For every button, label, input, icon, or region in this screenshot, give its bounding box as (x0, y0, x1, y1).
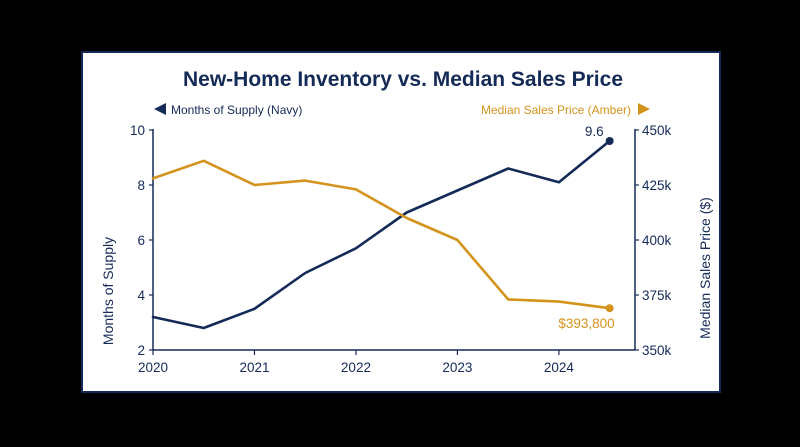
supply-end-point (605, 137, 614, 145)
y-tick-label: 2 (137, 343, 145, 358)
supply-series-line (151, 139, 611, 330)
x-tick-label: 2022 (341, 360, 371, 375)
y2-tick-label: 400k (642, 233, 672, 248)
left-arrow-icon (154, 103, 166, 115)
y-axis-title: Months of Supply (100, 237, 116, 345)
chart-svg: New-Home Inventory vs. Median Sales Pric… (100, 68, 713, 375)
y-tick-label: 6 (137, 233, 145, 248)
right-arrow-icon (638, 103, 650, 115)
legend-left: Months of Supply (Navy) (171, 103, 302, 117)
y-tick-label: 10 (130, 123, 145, 138)
legend-right: Median Sales Price (Amber) (481, 103, 631, 117)
y-tick-label: 4 (137, 288, 145, 303)
chart-title: New-Home Inventory vs. Median Sales Pric… (183, 68, 623, 91)
x-tick-label: 2020 (138, 360, 168, 375)
price-end-point (605, 304, 614, 313)
y-tick-label: 8 (137, 178, 145, 193)
y2-tick-label: 350k (642, 343, 672, 358)
plot-area: 2 4 6 8 10 350k 375k 400k 425k 450k 2020 2021 2022 20… (130, 123, 672, 375)
price-end-label: $393,800 (558, 316, 614, 331)
chart-card: New-Home Inventory vs. Median Sales Pric… (81, 51, 721, 393)
x-tick-label: 2021 (239, 360, 269, 375)
x-tick-label: 2023 (442, 360, 472, 375)
y2-tick-label: 425k (642, 178, 672, 193)
y2-tick-label: 375k (642, 288, 672, 303)
y2-axis-title: Median Sales Price ($) (697, 197, 713, 339)
y2-tick-label: 450k (642, 123, 672, 138)
supply-end-label: 9.6 (585, 124, 604, 139)
price-series-line (151, 159, 611, 310)
x-tick-label: 2024 (544, 360, 575, 375)
